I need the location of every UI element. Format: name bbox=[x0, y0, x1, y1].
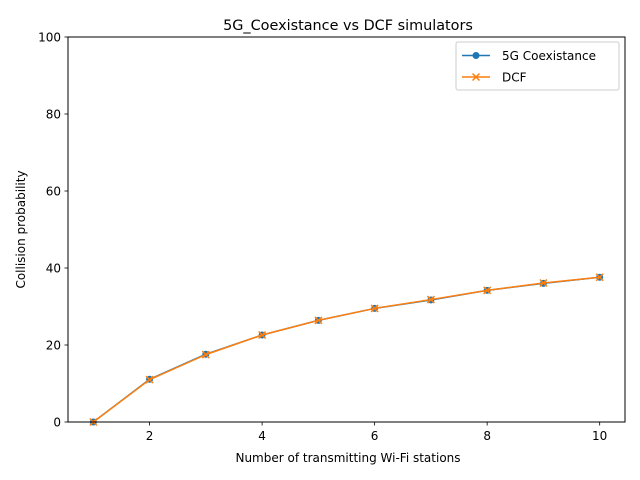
legend-marker-5g bbox=[472, 52, 480, 59]
x-tick-label: 2 bbox=[146, 429, 154, 443]
y-tick-label: 20 bbox=[46, 339, 61, 353]
y-tick-label: 40 bbox=[46, 262, 61, 276]
x-tick-label: 10 bbox=[592, 429, 607, 443]
data-point-dcf bbox=[258, 330, 267, 340]
data-point-dcf bbox=[370, 304, 379, 313]
data-point-dcf bbox=[483, 286, 492, 295]
x-tick-label: 6 bbox=[371, 429, 379, 443]
y-tick-label: 80 bbox=[46, 108, 61, 122]
legend-marker-dcf bbox=[471, 72, 481, 82]
y-tick-label: 100 bbox=[38, 31, 61, 45]
data-point-dcf bbox=[145, 375, 154, 384]
legend-label-5g: 5G Coexistance bbox=[502, 49, 596, 63]
chart-title: 5G_Coexistance vs DCF simulators bbox=[223, 18, 473, 34]
plot-area-frame bbox=[67, 36, 626, 423]
data-point-dcf bbox=[595, 273, 604, 282]
y-tick-label: 60 bbox=[46, 185, 61, 199]
x-axis-label: Number of transmitting Wi-Fi stations bbox=[235, 451, 460, 465]
series-dcf bbox=[89, 273, 604, 427]
y-tick-label: 0 bbox=[53, 416, 61, 430]
y-axis-label: Collision probability bbox=[14, 170, 28, 288]
y-axis-ticks: 0 20 40 60 80 100 bbox=[38, 31, 68, 430]
plot-series bbox=[89, 273, 604, 427]
legend-frame bbox=[455, 41, 620, 91]
data-point-dcf bbox=[539, 278, 548, 288]
data-point-dcf bbox=[314, 316, 323, 325]
x-axis-ticks: 2 4 6 8 10 bbox=[146, 422, 607, 443]
x-tick-label: 4 bbox=[258, 429, 266, 443]
legend-label-dcf: DCF bbox=[502, 71, 527, 85]
legend: 5G Coexistance DCF bbox=[455, 41, 620, 91]
x-tick-label: 8 bbox=[483, 429, 491, 443]
series-line-dcf bbox=[92, 276, 600, 423]
data-point-dcf bbox=[201, 350, 210, 359]
data-point-dcf bbox=[426, 295, 435, 304]
